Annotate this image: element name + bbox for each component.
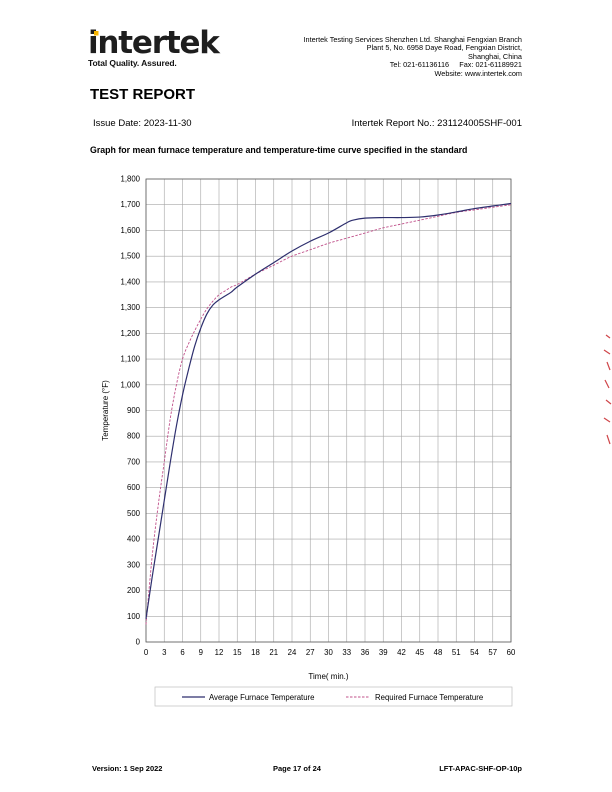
x-tick-label: 33 [342,648,351,657]
x-tick-label: 6 [180,648,184,657]
y-tick-label: 700 [127,457,141,466]
y-tick-label: 1,800 [120,175,140,184]
x-tick-label: 3 [162,648,166,657]
report-number: Intertek Report No.: 231124005SHF-001 [351,118,522,129]
y-tick-label: 1,500 [120,252,140,261]
issue-date: Issue Date: 2023-11-30 [93,118,192,129]
x-tick-label: 51 [452,648,461,657]
y-axis-title: Temperature (°F) [101,380,110,441]
red-stamp-mark [598,330,612,460]
x-tick-label: 21 [269,648,278,657]
x-tick-label: 57 [488,648,497,657]
footer-version: Version: 1 Sep 2022 [92,764,163,773]
x-tick-label: 30 [324,648,333,657]
address-line-1: Plant 5, No. 6958 Daye Road, Fengxian Di… [366,43,522,53]
plot-area-border [145,178,512,643]
y-tick-label: 200 [127,586,141,595]
footer-form-code: LFT-APAC-SHF-OP-10p [439,764,522,773]
y-tick-label: 600 [127,483,141,492]
company-address-block: Intertek Testing Services Shenzhen Ltd. … [303,35,522,78]
x-tick-label: 54 [470,648,479,657]
x-tick-label: 15 [233,648,242,657]
legend-box [154,686,513,707]
y-tick-label: 500 [127,509,141,518]
required-furnace-temperature-line [145,204,512,625]
x-tick-label: 39 [379,648,388,657]
stamp-icon [603,334,612,445]
x-tick-label: 45 [415,648,424,657]
footer-page-number: Page 17 of 24 [273,764,321,773]
x-tick-label: 24 [288,648,297,657]
y-tick-label: 300 [127,560,141,569]
legend-label-average: Average Furnace Temperature [209,693,314,702]
tel-fax: Tel: 021-61136116 Fax: 021-61189921 [389,60,522,70]
x-tick-label: 60 [507,648,516,657]
y-tick-label: 0 [136,638,141,647]
x-tick-label: 12 [215,648,224,657]
legend-label-required: Required Furnace Temperature [375,693,483,702]
y-tick-label: 1,700 [120,200,140,209]
report-title: TEST REPORT [90,86,196,103]
y-tick-label: 1,200 [120,329,140,338]
x-tick-label: 9 [199,648,203,657]
x-tick-label: 27 [306,648,315,657]
y-tick-label: 1,000 [120,380,140,389]
x-tick-label: 42 [397,648,406,657]
x-tick-label: 48 [434,648,443,657]
y-tick-label: 1,100 [120,355,140,364]
logo-wordmark: intertek [88,25,220,61]
y-tick-label: 900 [127,406,141,415]
x-tick-label: 0 [144,648,149,657]
y-tick-label: 800 [127,432,141,441]
logo-tagline: Total Quality. Assured. [88,58,177,68]
company-name: Intertek Testing Services Shenzhen Ltd. … [303,35,522,44]
intertek-logo: intertek Total Quality. Assured. [88,25,220,68]
graph-heading: Graph for mean furnace temperature and t… [90,145,468,155]
y-tick-label: 100 [127,612,141,621]
x-axis-title: Time( min.) [308,672,348,681]
y-tick-label: 1,300 [120,303,140,312]
y-tick-label: 1,400 [120,277,140,286]
average-furnace-temperature-line [145,202,512,619]
y-tick-label: 400 [127,535,141,544]
address-line-2: Shanghai, China [468,51,522,61]
x-tick-label: 18 [251,648,260,657]
y-tick-label: 1,600 [120,226,140,235]
x-tick-label: 36 [361,648,370,657]
website: Website: www.intertek.com [434,68,522,78]
